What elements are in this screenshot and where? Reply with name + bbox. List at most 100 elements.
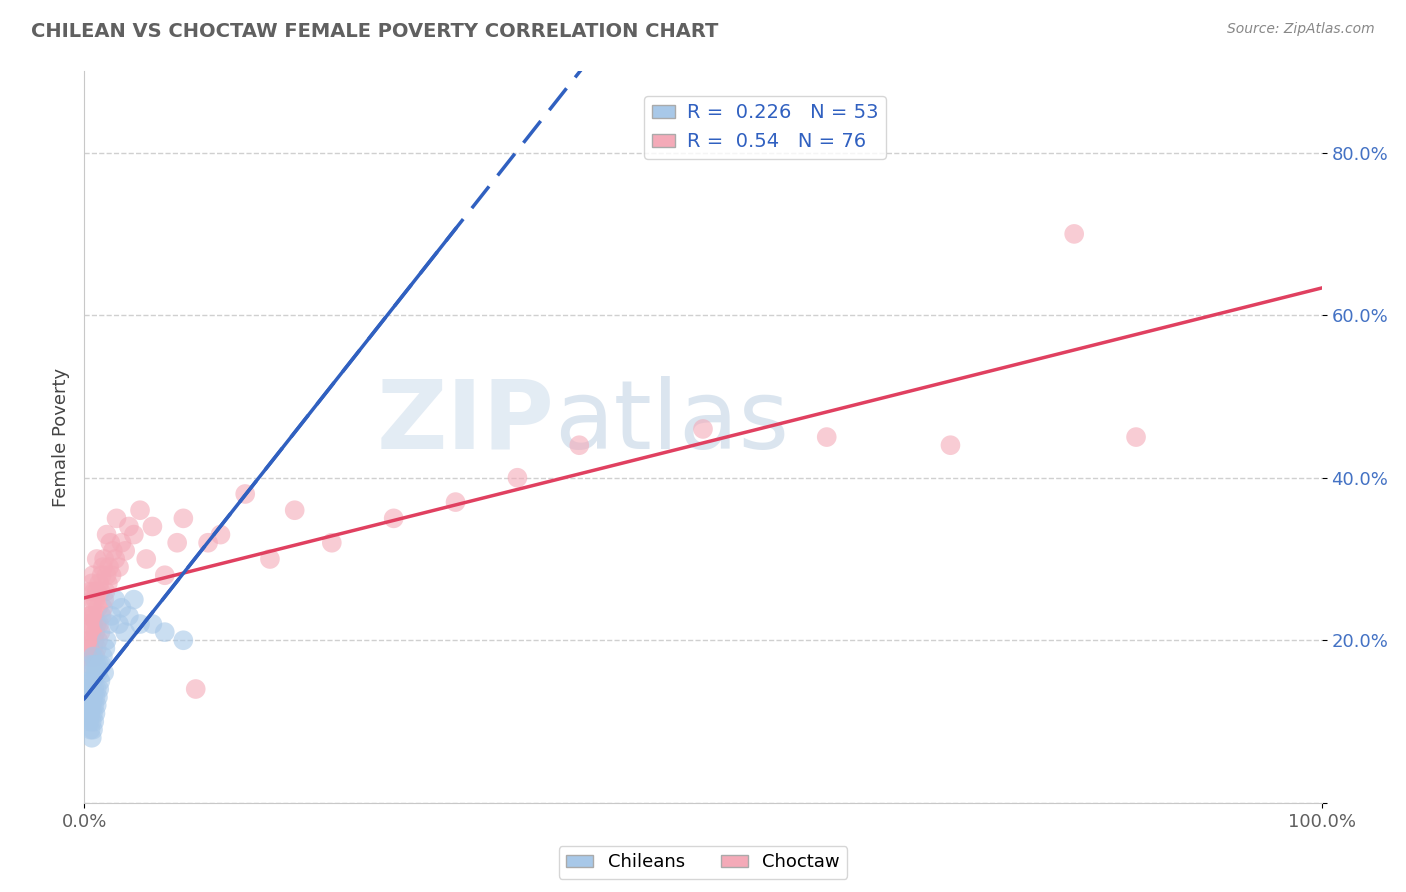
Point xyxy=(80,665,103,680)
Point xyxy=(89,617,111,632)
Point xyxy=(79,657,101,672)
Point xyxy=(90,608,112,623)
Point xyxy=(76,690,98,705)
Point xyxy=(84,625,107,640)
Point xyxy=(692,422,714,436)
Point xyxy=(83,681,105,696)
Point xyxy=(86,552,108,566)
Point xyxy=(108,617,131,632)
Point xyxy=(91,649,114,664)
Point xyxy=(184,681,207,696)
Point xyxy=(98,617,121,632)
Point xyxy=(86,657,108,672)
Point xyxy=(83,633,105,648)
Point xyxy=(105,511,128,525)
Point xyxy=(96,633,118,648)
Point xyxy=(87,690,110,705)
Point xyxy=(79,633,101,648)
Point xyxy=(90,657,112,672)
Point xyxy=(97,576,120,591)
Point xyxy=(80,698,103,713)
Point xyxy=(86,617,108,632)
Point xyxy=(568,438,591,452)
Point xyxy=(104,592,127,607)
Point xyxy=(172,633,194,648)
Point xyxy=(82,706,104,721)
Point xyxy=(82,641,104,656)
Point xyxy=(83,584,105,599)
Point xyxy=(259,552,281,566)
Text: ZIP: ZIP xyxy=(377,376,554,469)
Point xyxy=(101,544,124,558)
Point xyxy=(110,535,132,549)
Point xyxy=(93,592,115,607)
Point xyxy=(84,592,107,607)
Point xyxy=(197,535,219,549)
Point xyxy=(135,552,157,566)
Point xyxy=(129,617,152,632)
Point xyxy=(82,592,104,607)
Point xyxy=(98,535,121,549)
Point xyxy=(122,527,145,541)
Point xyxy=(444,495,467,509)
Point xyxy=(122,592,145,607)
Point xyxy=(82,690,104,705)
Point xyxy=(82,617,104,632)
Point xyxy=(89,625,111,640)
Point xyxy=(321,535,343,549)
Point xyxy=(815,430,838,444)
Point xyxy=(94,584,117,599)
Point xyxy=(172,511,194,525)
Point xyxy=(79,698,101,713)
Point xyxy=(93,665,115,680)
Point xyxy=(91,600,114,615)
Point xyxy=(141,519,163,533)
Point xyxy=(382,511,405,525)
Point xyxy=(104,552,127,566)
Point xyxy=(79,723,101,737)
Point xyxy=(83,608,105,623)
Point xyxy=(77,649,100,664)
Point xyxy=(110,600,132,615)
Point xyxy=(84,649,107,664)
Point xyxy=(166,535,188,549)
Point xyxy=(79,584,101,599)
Point xyxy=(89,584,111,599)
Point xyxy=(89,657,111,672)
Point xyxy=(79,673,101,688)
Point xyxy=(209,527,232,541)
Point xyxy=(93,552,115,566)
Point xyxy=(118,608,141,623)
Point xyxy=(80,576,103,591)
Point xyxy=(84,690,107,705)
Point xyxy=(87,600,110,615)
Point xyxy=(87,665,110,680)
Point xyxy=(82,649,104,664)
Point xyxy=(129,503,152,517)
Point xyxy=(76,633,98,648)
Point xyxy=(79,608,101,623)
Point xyxy=(86,698,108,713)
Point xyxy=(77,706,100,721)
Point xyxy=(118,519,141,533)
Point xyxy=(83,714,105,729)
Y-axis label: Female Poverty: Female Poverty xyxy=(52,368,70,507)
Point xyxy=(84,706,107,721)
Point xyxy=(91,560,114,574)
Point xyxy=(89,576,111,591)
Point xyxy=(108,560,131,574)
Point xyxy=(141,617,163,632)
Point xyxy=(939,438,962,452)
Point xyxy=(86,641,108,656)
Point xyxy=(77,617,100,632)
Point xyxy=(79,714,101,729)
Point xyxy=(79,673,101,688)
Point xyxy=(114,625,136,640)
Point xyxy=(80,714,103,729)
Point xyxy=(94,641,117,656)
Point xyxy=(96,568,118,582)
Point xyxy=(284,503,307,517)
Point xyxy=(153,568,176,582)
Point xyxy=(89,673,111,688)
Point xyxy=(79,657,101,672)
